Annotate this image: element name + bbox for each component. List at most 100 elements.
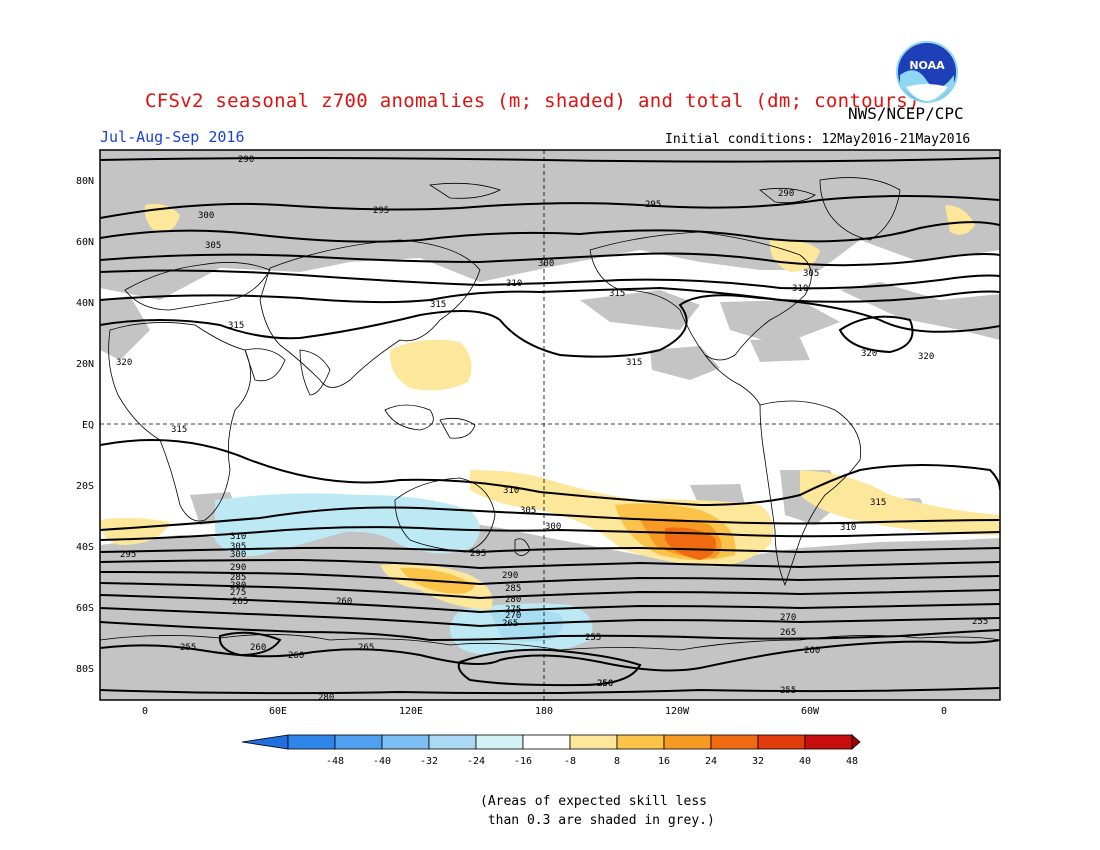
colorbar-arrow-right	[851, 734, 861, 750]
contour-label: 305	[803, 269, 819, 279]
contour-label: 315	[609, 289, 625, 299]
colorbar-box	[287, 734, 336, 750]
colorbar-tick-label: -48	[326, 756, 344, 767]
contour-label: 285	[505, 584, 521, 594]
contour-label: 315	[626, 358, 642, 368]
colorbar-box	[381, 734, 430, 750]
contour-label: 300	[198, 211, 214, 221]
lon-label: 120E	[399, 706, 423, 717]
lon-label: 120W	[665, 706, 690, 717]
colorbar-tick-label: -8	[564, 756, 576, 767]
contour-label: 295	[373, 206, 389, 216]
lat-label: 60N	[76, 237, 94, 248]
contour-label: 320	[861, 349, 877, 359]
contour-label: 320	[116, 358, 132, 368]
lat-label: 80N	[76, 176, 94, 187]
contour-label: 260	[336, 597, 352, 607]
contour-label: 280	[318, 693, 334, 703]
contour-label: 260	[804, 646, 820, 656]
contour-label: 280	[230, 581, 246, 591]
contour-label: 300	[538, 259, 554, 269]
colorbar-box	[522, 734, 571, 750]
contour-label: 315	[171, 425, 187, 435]
lon-label: 60E	[269, 706, 287, 717]
contour-label: 310	[792, 284, 808, 294]
height-contours	[100, 157, 1000, 695]
colorbar-box	[757, 734, 806, 750]
colorbar-box	[710, 734, 759, 750]
colorbar-boxes	[241, 734, 861, 750]
colorbar-box	[804, 734, 853, 750]
contour-label: 310	[503, 486, 519, 496]
contour-label: 275	[230, 588, 246, 598]
contour-label: 265	[502, 619, 518, 629]
contour-label-group: 290 295 300 305 310 315 320 290 295 300 …	[116, 155, 988, 703]
colorbar-tick-label: 48	[846, 756, 858, 767]
colorbar-tick-label: 32	[752, 756, 764, 767]
contour-label: 265	[358, 643, 374, 653]
chart-title: CFSv2 seasonal z700 anomalies (m; shaded…	[145, 90, 920, 112]
lon-label: 60W	[801, 706, 820, 717]
contour-label: 310	[840, 523, 856, 533]
contour-label: 280	[505, 595, 521, 605]
contour-label: 290	[230, 563, 246, 573]
colorbar-box	[569, 734, 618, 750]
colorbar-box	[663, 734, 712, 750]
contour-label: 250	[597, 679, 613, 689]
initial-conditions-label: Initial conditions: 12May2016-21May2016	[665, 132, 971, 147]
lon-label: 180	[535, 706, 553, 717]
contour-label: 260	[288, 651, 304, 661]
colorbar-tick-labels: -48 -40 -32 -24 -16 -8 8 16 24 32 40 48	[326, 756, 858, 767]
colorbar-tick-label: 40	[799, 756, 811, 767]
contour-label: 270	[780, 613, 796, 623]
colorbar-arrow-left	[241, 734, 289, 750]
negative-anomaly-areas	[215, 493, 593, 655]
contour-label: 285	[230, 573, 246, 583]
contour-label: 295	[645, 200, 661, 210]
colorbar-tick-label: 8	[614, 756, 620, 767]
colorbar-tick-label: -40	[373, 756, 391, 767]
contour-label: 255	[972, 617, 988, 627]
map-frame	[99, 149, 1001, 701]
season-label: Jul-Aug-Sep 2016	[100, 128, 245, 146]
latitude-axis: 80N 60N 40N 20N EQ 20S 40S 60S 80S	[76, 176, 94, 675]
lat-label: 80S	[76, 664, 94, 675]
lat-label: 40N	[76, 298, 94, 309]
contour-label: 305	[205, 241, 221, 251]
contour-label: 270	[505, 611, 521, 621]
noaa-logo-icon: NOAA	[896, 41, 958, 103]
noaa-logo-text: NOAA	[909, 59, 945, 72]
contour-label: 275	[505, 605, 521, 615]
contour-label: 265	[232, 597, 248, 607]
lat-label: 20S	[76, 481, 94, 492]
contour-label: 255	[585, 633, 601, 643]
agency-label: NWS/NCEP/CPC	[848, 104, 964, 123]
contour-label: 305	[520, 506, 536, 516]
contour-label: 315	[228, 321, 244, 331]
contour-label: 290	[238, 155, 254, 165]
contour-label: 310	[506, 279, 522, 289]
colorbar-box	[475, 734, 524, 750]
contour-label: 310	[230, 532, 246, 542]
lon-label: 0	[941, 706, 947, 717]
lat-label: 40S	[76, 542, 94, 553]
contour-label: 290	[778, 189, 794, 199]
colorbar-box	[334, 734, 383, 750]
colorbar-tick-label: -24	[467, 756, 485, 767]
contour-label: 250	[597, 679, 613, 689]
skill-footnote: (Areas of expected skill less than 0.3 a…	[480, 794, 715, 828]
lat-label: EQ	[82, 420, 94, 431]
longitude-axis: 0 60E 120E 180 120W 60W 0	[142, 706, 947, 717]
colorbar-box	[428, 734, 477, 750]
lon-label: 0	[142, 706, 148, 717]
contour-label: 255	[780, 686, 796, 696]
contour-label: 315	[430, 300, 446, 310]
colorbar-tick-label: -16	[514, 756, 532, 767]
colorbar-box	[616, 734, 665, 750]
contour-label: 295	[470, 549, 486, 559]
contour-label: 305	[230, 542, 246, 552]
contour-label: 295	[120, 550, 136, 560]
colorbar-tick-label: 24	[705, 756, 717, 767]
